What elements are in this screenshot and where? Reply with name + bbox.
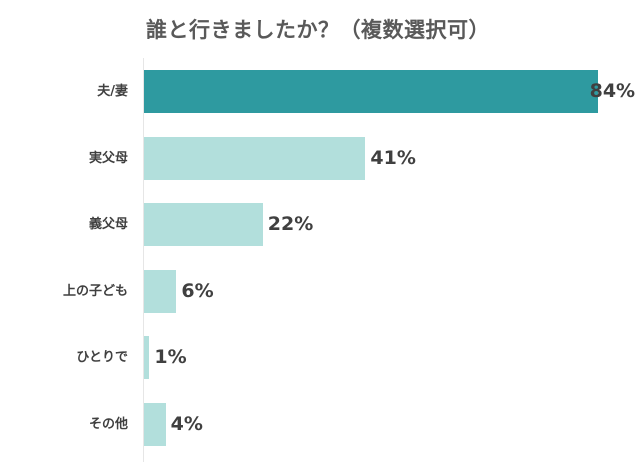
value-label: 41% (370, 146, 416, 169)
bar (144, 403, 166, 446)
bar (144, 136, 366, 180)
value-label: 84% (589, 80, 636, 102)
category-label: 上の子ども (62, 283, 128, 299)
category-label: その他 (88, 417, 128, 432)
bar-row: 上の子ども 6% (0, 269, 640, 313)
bar-row: 実父母 41% (0, 136, 640, 180)
bar (144, 70, 598, 113)
bar (144, 269, 177, 313)
category-label: 実父母 (88, 150, 128, 166)
value-label: 1% (154, 346, 187, 369)
value-label: 22% (267, 213, 314, 236)
chart-title: 誰と行きましたか？（複数選択可） (146, 18, 490, 42)
bar-row: 義父母 22% (0, 203, 640, 247)
category-label: 夫/妻 (97, 84, 128, 99)
bar-row: その他 4% (0, 403, 640, 446)
bar (144, 203, 263, 247)
category-label: 義父母 (88, 217, 128, 233)
y-axis-line (143, 58, 144, 462)
bar-row: 夫/妻 84% (0, 70, 640, 113)
value-label: 6% (181, 279, 214, 302)
value-label: 4% (170, 413, 203, 435)
bar-row: ひとりで 1% (0, 336, 640, 380)
category-label: ひとりで (76, 350, 128, 366)
bar (144, 336, 150, 380)
